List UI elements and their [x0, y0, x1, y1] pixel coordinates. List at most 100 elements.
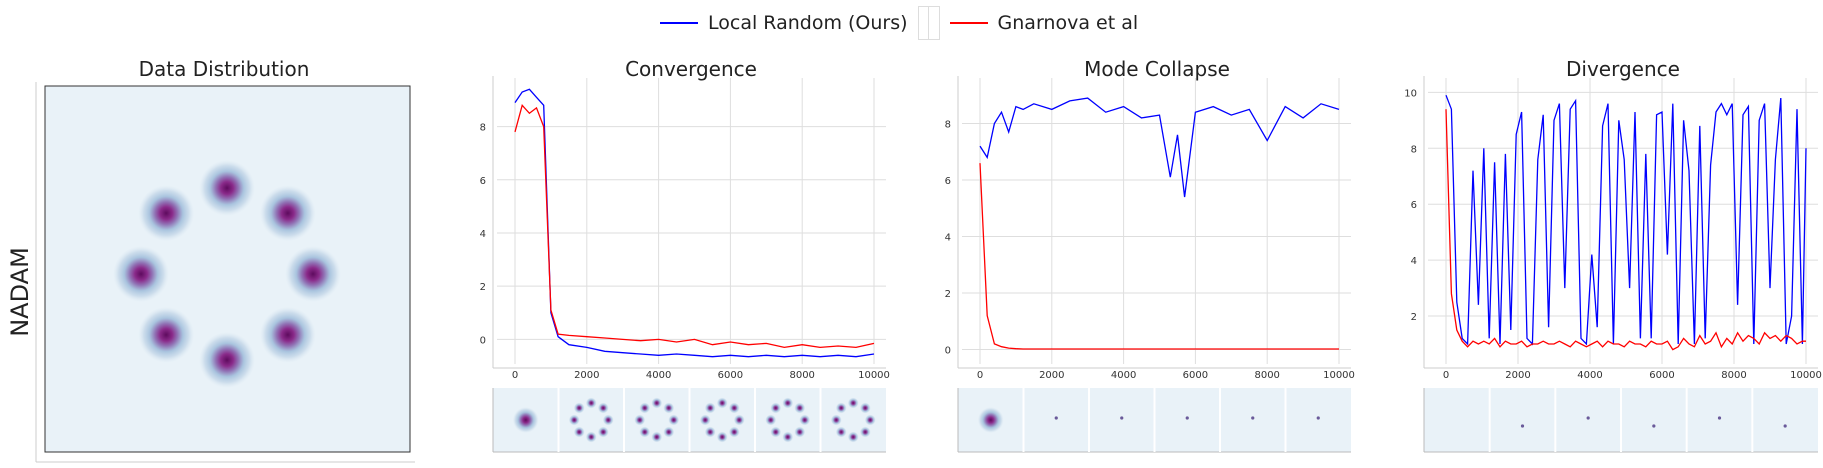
- series-line-ours: [979, 97, 1340, 198]
- y-tick-label: 0: [480, 335, 486, 346]
- thumbnail-mode: [597, 426, 609, 438]
- row-label: NADAM: [6, 247, 34, 337]
- thumbnail-mode: [770, 402, 782, 414]
- density-mode: [259, 185, 316, 242]
- panel-title: Mode Collapse: [1084, 57, 1230, 81]
- y-tick-label: 0: [945, 346, 951, 357]
- series-line-baseline: [979, 163, 1339, 350]
- y-tick-label: 4: [1411, 256, 1417, 267]
- y-tick-label: 2: [480, 282, 486, 293]
- density-mode: [138, 306, 195, 363]
- thumbnail-mode: [639, 402, 651, 414]
- y-tick-label: 2: [1411, 312, 1417, 323]
- legend-label-baseline: Gnarnova et al: [997, 12, 1139, 34]
- x-tick-label: 6000: [1183, 370, 1208, 381]
- panel-3: Divergence 0 2000 4000 6000 8000 10000 2 4 6 8 10: [1404, 57, 1822, 453]
- y-tick-label: 6: [945, 176, 951, 187]
- thumbnail-mode: [830, 414, 842, 426]
- y-tick-label: 6: [480, 176, 486, 187]
- y-tick-label: 8: [1411, 144, 1417, 155]
- density-mode: [138, 185, 195, 242]
- panel-0: Data Distribution: [35, 57, 415, 463]
- x-tick-label: 8000: [1254, 370, 1279, 381]
- x-tick-label: 2000: [1039, 370, 1064, 381]
- x-tick-label: 2000: [574, 370, 599, 381]
- series-line-baseline: [1445, 109, 1806, 351]
- density-mode: [199, 332, 255, 388]
- density-mode: [259, 306, 316, 363]
- thumbnail-mode: [859, 402, 871, 414]
- panel-title: Convergence: [625, 57, 757, 81]
- thumbnail-point: [1120, 416, 1124, 420]
- y-tick-label: 2: [945, 289, 951, 300]
- thumbnail-mode: [716, 397, 728, 409]
- thumbnail-mode: [704, 402, 716, 414]
- thumbnail-point: [1586, 416, 1590, 420]
- thumbnail-mode: [597, 402, 609, 414]
- legend-line-baseline: [949, 22, 988, 24]
- thumbnail-point: [1783, 424, 1787, 428]
- thumbnail-mode: [699, 414, 711, 426]
- thumbnail-mode: [651, 431, 663, 443]
- thumbnail-blob: [977, 407, 1004, 433]
- panel-1: Convergence 0 2000 4000 6000 8000 10000 0 2 4 6 8: [480, 57, 890, 453]
- thumbnail-mode: [794, 402, 806, 414]
- density-mode: [113, 246, 169, 302]
- thumbnail-point: [1185, 416, 1189, 420]
- thumbnail-mode: [585, 397, 597, 409]
- thumbnail-point: [1717, 416, 1722, 420]
- thumbnail-mode: [668, 414, 680, 426]
- thumbnail-mode: [794, 426, 806, 438]
- x-tick-label: 4000: [1111, 370, 1136, 381]
- series-line-baseline: [514, 103, 875, 349]
- thumbnail-mode: [716, 431, 728, 443]
- density-frame: [44, 85, 411, 453]
- x-tick-label: 4000: [646, 370, 671, 381]
- panel-2: Mode Collapse 0 2000 4000 6000 8000 10000 0 2 4 6 8: [945, 57, 1355, 453]
- thumbnail-mode: [782, 431, 794, 443]
- y-tick-label: 8: [945, 120, 951, 131]
- thumbnail-mode: [847, 397, 859, 409]
- legend-label-ours: Local Random (Ours): [708, 12, 908, 34]
- y-tick-label: 6: [1411, 200, 1417, 211]
- y-tick-label: 4: [480, 229, 486, 240]
- density-mode: [199, 160, 255, 216]
- x-tick-label: 10000: [1790, 370, 1822, 381]
- series-line-ours: [514, 88, 875, 358]
- y-tick-label: 4: [945, 233, 951, 244]
- x-tick-label: 0: [1443, 370, 1449, 381]
- x-tick-label: 4000: [1577, 370, 1602, 381]
- thumbnail-mode: [765, 414, 777, 426]
- x-tick-label: 8000: [1721, 370, 1746, 381]
- thumbnail-mode: [634, 414, 646, 426]
- thumbnail-blob: [512, 407, 539, 433]
- y-tick-label: 8: [480, 123, 486, 134]
- x-tick-label: 2000: [1505, 370, 1530, 381]
- thumbnail-mode: [859, 426, 871, 438]
- panel-title: Data Distribution: [139, 57, 310, 81]
- thumbnail-mode: [835, 426, 847, 438]
- thumbnail-mode: [835, 402, 847, 414]
- thumbnail-mode: [568, 414, 580, 426]
- thumbnail-mode: [799, 414, 811, 426]
- y-tick-label: 10: [1404, 88, 1417, 99]
- thumbnail-mode: [573, 402, 585, 414]
- thumbnail-mode: [663, 402, 675, 414]
- legend: Local Random (Ours) Gnarnova et al: [660, 6, 1138, 40]
- panel-title: Divergence: [1566, 57, 1680, 81]
- thumbnail-mode: [573, 426, 585, 438]
- thumbnail-point: [1520, 424, 1525, 428]
- x-tick-label: 0: [512, 370, 518, 381]
- thumbnail-mode: [585, 431, 597, 443]
- x-tick-label: 8000: [789, 370, 814, 381]
- density-mode: [285, 246, 341, 302]
- thumbnail-mode: [864, 414, 876, 426]
- thumbnail-mode: [602, 414, 614, 426]
- legend-separator: [917, 6, 940, 40]
- x-tick-label: 10000: [858, 370, 890, 381]
- legend-item-baseline: Gnarnova et al: [949, 12, 1139, 34]
- series-line-ours: [1445, 94, 1807, 346]
- x-tick-label: 0: [977, 370, 983, 381]
- thumbnail-point: [1316, 416, 1320, 420]
